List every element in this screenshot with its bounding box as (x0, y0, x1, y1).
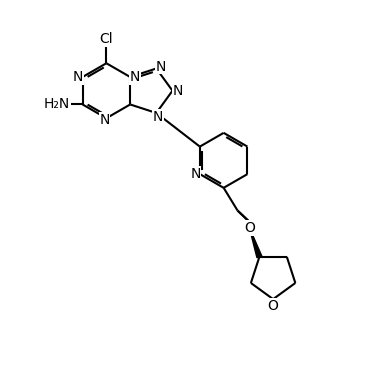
Text: N: N (153, 110, 163, 124)
Text: O: O (268, 299, 279, 313)
Text: N: N (99, 113, 110, 127)
Text: O: O (245, 221, 255, 235)
Text: N: N (156, 60, 166, 74)
Text: N: N (130, 70, 140, 84)
Text: N: N (190, 167, 200, 181)
Polygon shape (249, 227, 262, 258)
Text: Cl: Cl (99, 32, 113, 46)
Text: N: N (73, 70, 83, 84)
Text: H₂N: H₂N (44, 97, 70, 112)
Text: N: N (173, 84, 183, 98)
